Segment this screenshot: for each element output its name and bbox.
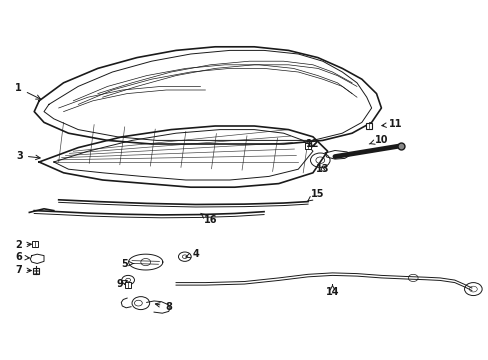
Text: 9: 9 <box>116 279 127 289</box>
Text: 3: 3 <box>16 150 40 161</box>
Text: 7: 7 <box>15 265 31 275</box>
Text: 2: 2 <box>15 240 31 250</box>
Text: 4: 4 <box>185 249 199 259</box>
Text: 14: 14 <box>325 284 339 297</box>
Text: 16: 16 <box>200 213 217 225</box>
Text: 11: 11 <box>381 119 402 129</box>
Text: 1: 1 <box>15 83 41 99</box>
Text: 6: 6 <box>15 252 29 262</box>
Text: 12: 12 <box>305 139 319 149</box>
Text: 13: 13 <box>315 164 329 174</box>
Text: 10: 10 <box>368 135 387 145</box>
Text: 8: 8 <box>155 302 172 312</box>
Text: 15: 15 <box>307 189 324 201</box>
Text: 5: 5 <box>121 258 133 269</box>
